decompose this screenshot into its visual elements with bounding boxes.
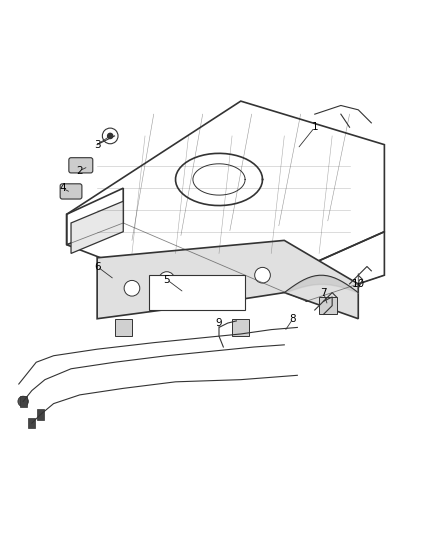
Text: 4: 4 <box>59 183 66 193</box>
Circle shape <box>18 396 28 407</box>
Bar <box>319 297 336 314</box>
Text: 3: 3 <box>94 140 100 150</box>
Circle shape <box>254 268 270 283</box>
Text: 9: 9 <box>215 318 223 328</box>
FancyBboxPatch shape <box>60 184 82 199</box>
Bar <box>232 319 250 336</box>
Text: 10: 10 <box>352 279 365 289</box>
Bar <box>28 418 35 429</box>
Bar <box>115 319 132 336</box>
FancyBboxPatch shape <box>69 158 93 173</box>
Text: 2: 2 <box>76 166 83 176</box>
Circle shape <box>108 133 113 139</box>
Text: 7: 7 <box>320 288 327 297</box>
Text: 8: 8 <box>290 314 296 324</box>
Polygon shape <box>97 240 358 319</box>
Circle shape <box>159 272 175 287</box>
Circle shape <box>124 280 140 296</box>
Bar <box>37 409 44 419</box>
Bar <box>149 275 245 310</box>
Text: 6: 6 <box>94 262 100 271</box>
Text: 1: 1 <box>311 122 318 132</box>
Circle shape <box>194 276 209 292</box>
Bar <box>20 396 27 407</box>
Polygon shape <box>71 201 123 254</box>
Text: 5: 5 <box>163 274 170 285</box>
